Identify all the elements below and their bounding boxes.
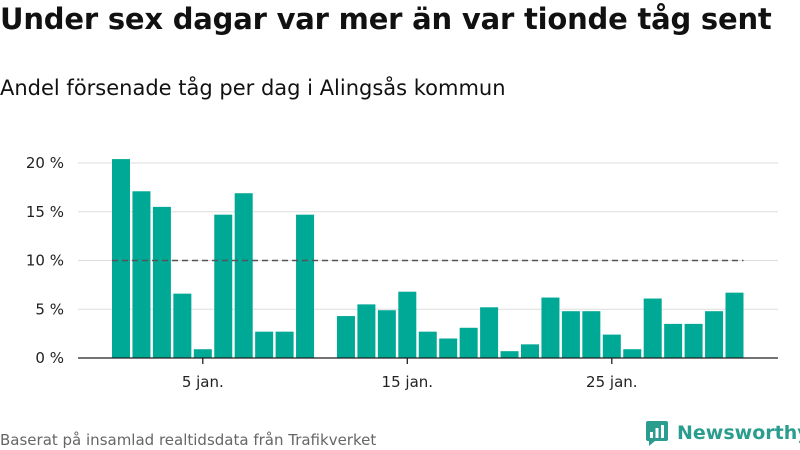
- x-tick-label: 25 jan.: [586, 373, 638, 391]
- bar: [439, 338, 458, 358]
- bar: [173, 293, 192, 358]
- bar: [214, 214, 233, 358]
- bar: [398, 291, 417, 358]
- bar: [152, 206, 171, 358]
- bar: [623, 349, 642, 358]
- bar: [255, 331, 274, 358]
- bar: [480, 307, 499, 358]
- bar: [500, 351, 519, 358]
- bar: [602, 334, 621, 358]
- bar: [193, 349, 212, 358]
- bar: [684, 323, 703, 358]
- chart-subtitle: Andel försenade tåg per dag i Alingsås k…: [0, 76, 506, 100]
- x-axis-ticks: 5 jan. 15 jan. 25 jan.: [182, 358, 638, 391]
- gridlines: [78, 162, 778, 310]
- newsworthy-brand: Newsworthy: [645, 419, 800, 447]
- bars: [112, 159, 744, 358]
- x-tick-label: 5 jan.: [182, 373, 224, 391]
- y-tick-label: 0 %: [35, 349, 64, 367]
- source-note: Baserat på insamlad realtidsdata från Tr…: [0, 431, 377, 449]
- bar: [357, 304, 376, 358]
- bar: [561, 311, 580, 358]
- bar: [459, 327, 478, 358]
- chart-title: Under sex dagar var mer än var tionde tå…: [0, 2, 772, 36]
- newsworthy-logo-icon: [646, 421, 668, 446]
- bar: [705, 311, 724, 358]
- bar: [725, 292, 744, 358]
- bar: [521, 344, 539, 358]
- bar: [336, 316, 355, 358]
- bar: [112, 159, 130, 358]
- y-tick-label: 20 %: [26, 154, 64, 172]
- y-tick-label: 10 %: [26, 252, 64, 270]
- y-tick-label: 5 %: [35, 300, 64, 318]
- bar: [664, 323, 683, 358]
- bar: [234, 193, 253, 358]
- bar: [418, 331, 437, 358]
- bar: [296, 214, 315, 358]
- bar: [643, 298, 662, 358]
- bar: [275, 331, 294, 358]
- bar: [582, 311, 601, 358]
- bar: [132, 191, 151, 358]
- bar: [377, 310, 396, 358]
- bar: [541, 297, 560, 358]
- y-axis-ticks: 0 % 5 % 10 % 15 % 20 %: [26, 154, 64, 367]
- x-tick-label: 15 jan.: [382, 373, 434, 391]
- bar-chart: 0 % 5 % 10 % 15 % 20 % 5 jan. 15 jan. 25 jan.: [26, 154, 778, 391]
- y-tick-label: 15 %: [26, 203, 64, 221]
- brand-name: Newsworthy: [677, 422, 800, 444]
